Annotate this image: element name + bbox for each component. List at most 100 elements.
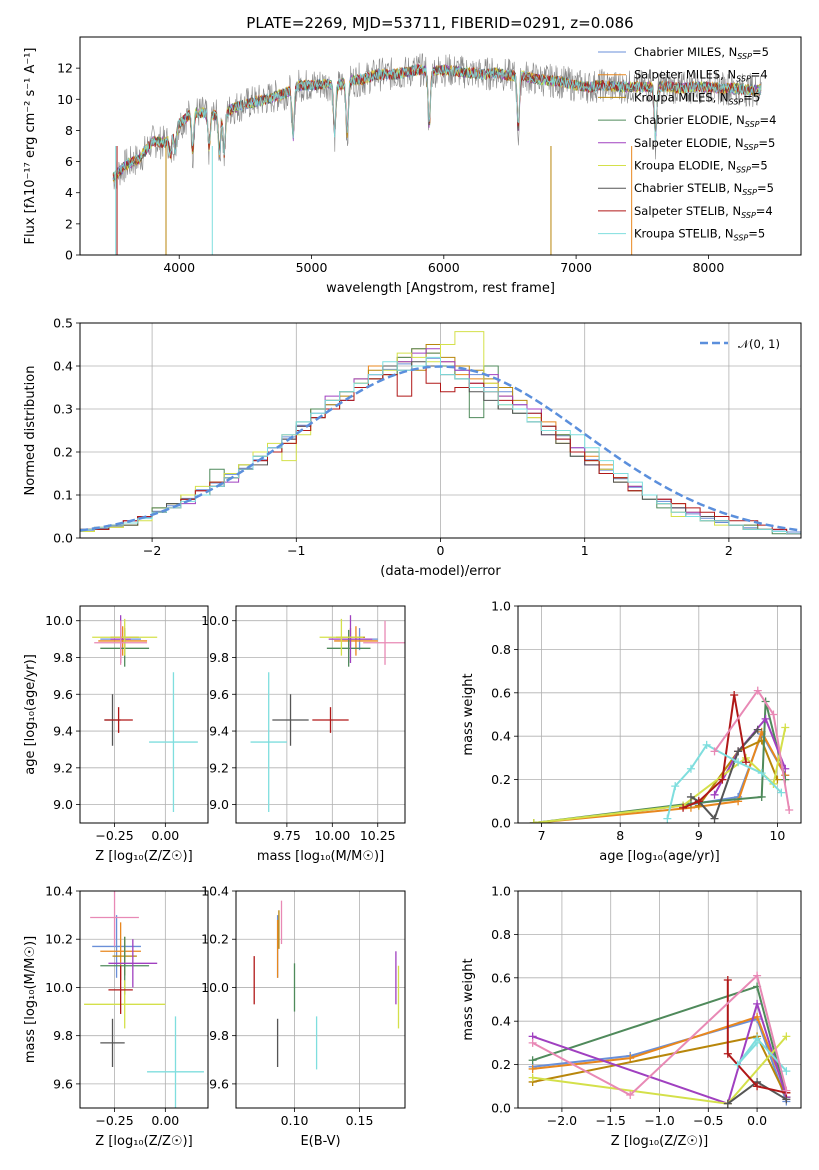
z-vs-age-panel: −0.25 0.00 9.0 9.2 9.4 9.6 9.8 10.0 Z [log₁₀(Z/Z… bbox=[23, 605, 209, 864]
age-vs-weight-ytick-label: 0.0 bbox=[491, 816, 511, 831]
ebv-vs-mass-xlabel: E(B-V) bbox=[300, 1134, 340, 1149]
age-vs-weight-ytick-label: 0.6 bbox=[491, 685, 511, 700]
residuals-ytick-label: 0.5 bbox=[53, 316, 73, 331]
weight-point-marker bbox=[753, 971, 762, 980]
legend-sub: SSP bbox=[729, 97, 744, 106]
weight-point-marker bbox=[528, 1056, 537, 1065]
weight-point-marker bbox=[626, 1054, 635, 1063]
ebv-vs-mass-ytick-label: 10.4 bbox=[201, 884, 229, 899]
weight-series-line bbox=[713, 688, 791, 811]
z-vs-weight-xtick-label: −2.0 bbox=[547, 1113, 577, 1128]
weight-point-marker bbox=[734, 747, 743, 756]
normal-curve-line bbox=[80, 365, 801, 532]
z-vs-weight-xlabel: Z [log₁₀(Z/Z☉)] bbox=[611, 1134, 708, 1149]
figure-title: PLATE=2269, MJD=53711, FIBERID=0291, z=0… bbox=[246, 14, 633, 32]
z-vs-weight-ytick-label: 1.0 bbox=[491, 884, 511, 899]
spectrum-model-line bbox=[112, 64, 762, 180]
weight-point-marker bbox=[710, 747, 719, 756]
weight-point-marker bbox=[753, 725, 762, 734]
legend-sub: SSP bbox=[744, 143, 759, 152]
z-vs-weight-ylabel: mass weight bbox=[461, 958, 476, 1040]
z-vs-weight-panel: −2.0 −1.5 −1.0 −0.5 0.0 0.0 0.2 0.4 0.6 0.8 1.0 Z [… bbox=[461, 884, 802, 1149]
legend-suffix: =5 bbox=[752, 45, 769, 59]
residuals-panel: −2 −1 0 1 2 0.0 0.1 0.2 0.3 0.4 0.5 (data-model)/er… bbox=[23, 316, 802, 579]
weight-point-marker bbox=[710, 814, 719, 823]
weight-point-marker bbox=[730, 690, 739, 699]
z-vs-mass-panel: −0.25 0.00 9.6 9.8 10.0 10.2 10.4 Z [log₁₀(Z/Z☉… bbox=[23, 884, 209, 1149]
spectrum-frame bbox=[79, 36, 802, 256]
z-vs-age-ytick-label: 9.4 bbox=[53, 724, 73, 739]
residuals-frame bbox=[79, 322, 802, 539]
weight-point-marker bbox=[785, 805, 794, 814]
age-vs-weight-xtick-label: 10 bbox=[769, 828, 785, 843]
z-vs-weight-ytick-label: 0.0 bbox=[491, 1101, 511, 1116]
weight-point-marker bbox=[753, 1082, 762, 1091]
residuals-ytick-label: 0.1 bbox=[53, 488, 73, 503]
z-vs-age-xlabel: Z [log₁₀(Z/Z☉)] bbox=[95, 849, 192, 864]
weight-point-marker bbox=[528, 1038, 537, 1047]
spectrum-model-line bbox=[112, 64, 762, 180]
legend-label: Salpeter MILES, NSSP=4 bbox=[634, 68, 768, 84]
weight-point-marker bbox=[528, 1064, 537, 1073]
mass-vs-age-xtick-label: 10.00 bbox=[314, 828, 350, 843]
spectrum-ytick-label: 6 bbox=[65, 154, 73, 169]
legend-name: Chabrier STELIB, N bbox=[634, 181, 742, 195]
residuals-ytick-label: 0.2 bbox=[53, 445, 73, 460]
z-vs-mass-ytick-label: 10.2 bbox=[45, 932, 73, 947]
weight-point-marker bbox=[718, 775, 727, 784]
z-vs-age-plot-area bbox=[92, 615, 198, 812]
histogram-step-line bbox=[80, 356, 801, 538]
weight-point-marker bbox=[694, 797, 703, 806]
ebv-vs-mass-frame bbox=[235, 890, 406, 1109]
weight-point-marker bbox=[782, 1067, 791, 1076]
z-vs-mass-ytick-label: 10.4 bbox=[45, 884, 73, 899]
legend-suffix: =4 bbox=[751, 68, 768, 82]
z-vs-weight-xtick-label: −1.5 bbox=[596, 1113, 626, 1128]
z-vs-age-ytick-label: 9.0 bbox=[53, 797, 73, 812]
weight-point-marker bbox=[733, 1060, 742, 1069]
weight-point-marker bbox=[710, 790, 719, 799]
z-vs-weight-ytick-label: 0.8 bbox=[491, 927, 511, 942]
z-vs-age-ylabel: age [log₁₀(age/yr)] bbox=[23, 654, 38, 775]
spectrum-xtick-label: 4000 bbox=[163, 260, 195, 275]
legend-label: Chabrier STELIB, NSSP=5 bbox=[634, 181, 774, 197]
mass-vs-age-ytick-label: 9.2 bbox=[209, 760, 229, 775]
weight-point-marker bbox=[702, 740, 711, 749]
weight-point-marker bbox=[663, 814, 672, 823]
weight-point-marker bbox=[528, 1073, 537, 1082]
weight-point-marker bbox=[529, 819, 538, 823]
weight-point-marker bbox=[777, 788, 786, 797]
weight-point-marker bbox=[723, 1049, 732, 1058]
ebv-vs-mass-plot-area bbox=[253, 900, 400, 1070]
z-vs-age-xtick-label: 0.00 bbox=[151, 828, 179, 843]
mass-vs-age-ytick-label: 9.8 bbox=[209, 650, 229, 665]
ebv-vs-mass-ytick-label: 10.2 bbox=[201, 932, 229, 947]
z-vs-weight-plot-area bbox=[528, 971, 791, 1108]
weight-point-marker bbox=[753, 686, 762, 695]
weight-point-marker bbox=[753, 1012, 762, 1021]
weight-point-marker bbox=[679, 803, 688, 812]
weight-point-marker bbox=[782, 1086, 791, 1095]
residuals-ytick-label: 0.3 bbox=[53, 402, 73, 417]
weight-point-marker bbox=[723, 1099, 732, 1108]
legend-suffix: =5 bbox=[743, 90, 760, 104]
ebv-vs-mass-panel: 0.10 0.15 9.6 9.8 10.0 10.2 10.4 E(B-V) bbox=[201, 884, 406, 1149]
legend-name: Salpeter ELODIE, N bbox=[634, 136, 744, 150]
age-vs-weight-panel: 7 8 9 10 0.0 0.2 0.4 0.6 0.8 1.0 age [log₁₀(age/yr… bbox=[461, 599, 802, 864]
z-vs-mass-plot-area bbox=[84, 891, 204, 1108]
legend-label: Kroupa ELODIE, NSSP=5 bbox=[634, 159, 768, 175]
ebv-vs-mass-xtick-label: 0.15 bbox=[346, 1113, 374, 1128]
legend-sub: SSP bbox=[737, 52, 752, 61]
z-vs-weight-ytick-label: 0.4 bbox=[491, 1014, 511, 1029]
legend-label: Salpeter ELODIE, NSSP=5 bbox=[634, 136, 775, 152]
ebv-vs-mass-ytick-label: 9.8 bbox=[209, 1028, 229, 1043]
mass-vs-age-xtick-label: 10.25 bbox=[360, 828, 396, 843]
legend-name: Kroupa ELODIE, N bbox=[634, 159, 736, 173]
residuals-ytick-label: 0.4 bbox=[53, 359, 73, 374]
z-vs-mass-xlabel: Z [log₁₀(Z/Z☉)] bbox=[95, 1134, 192, 1149]
spectrum-plot-area bbox=[112, 53, 762, 255]
age-vs-weight-xtick-label: 9 bbox=[695, 828, 703, 843]
legend-suffix: =4 bbox=[756, 204, 773, 218]
ebv-vs-mass-ytick-label: 9.6 bbox=[209, 1076, 229, 1091]
legend-sub: SSP bbox=[741, 211, 756, 220]
